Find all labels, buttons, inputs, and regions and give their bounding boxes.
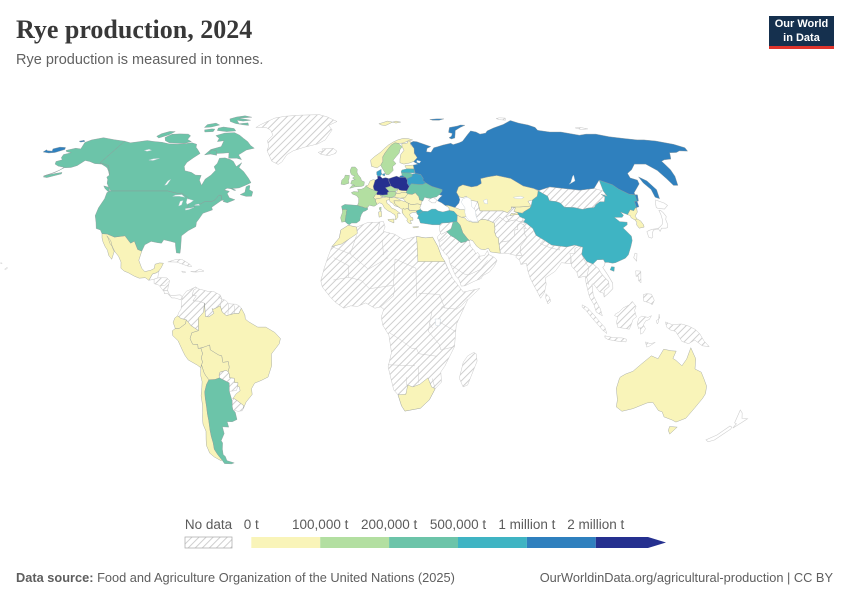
svg-text:200,000 t: 200,000 t <box>361 517 418 532</box>
svg-text:2 million t: 2 million t <box>567 517 624 532</box>
svg-text:1 million t: 1 million t <box>498 517 555 532</box>
svg-text:500,000 t: 500,000 t <box>430 517 487 532</box>
svg-text:0 t: 0 t <box>244 517 259 532</box>
svg-text:No data: No data <box>185 517 233 532</box>
svg-text:100,000 t: 100,000 t <box>292 517 349 532</box>
